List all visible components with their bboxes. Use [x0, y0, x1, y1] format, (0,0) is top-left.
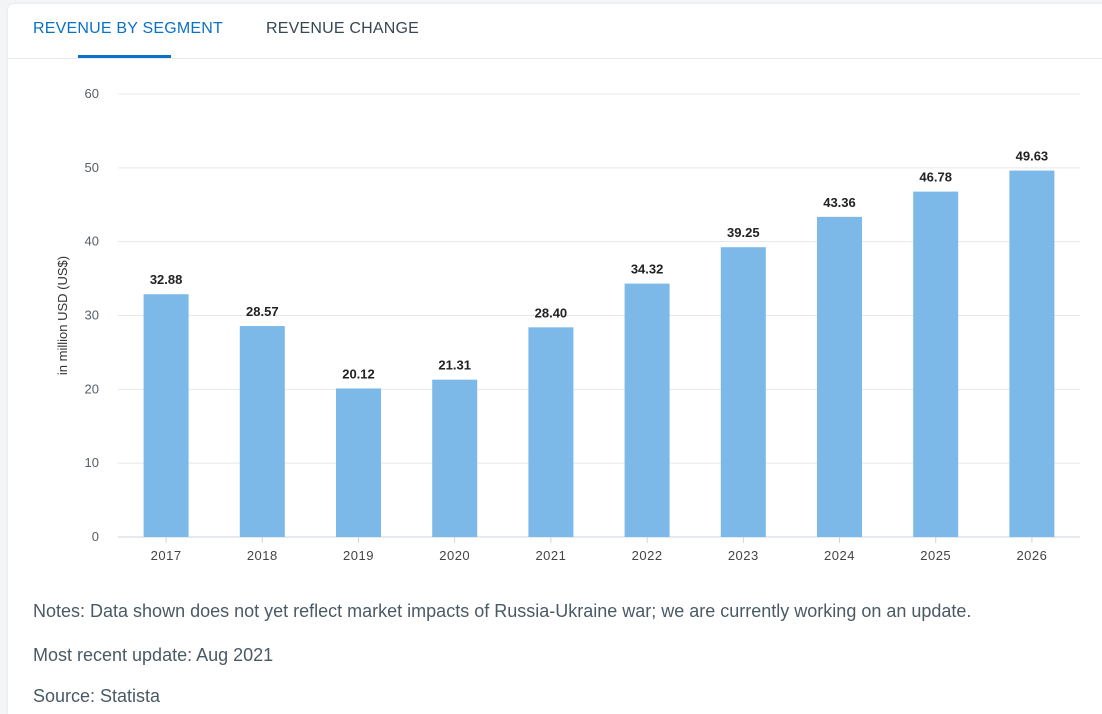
bar-2025[interactable] — [913, 191, 959, 537]
y-tick-label: 50 — [85, 160, 99, 175]
x-tick-label: 2018 — [247, 548, 278, 563]
active-tab-indicator — [78, 55, 171, 58]
x-tick-label: 2023 — [728, 548, 759, 563]
data-label: 20.12 — [342, 366, 375, 381]
x-tick-label: 2017 — [151, 548, 182, 563]
y-tick-label: 40 — [85, 234, 99, 249]
x-tick-label: 2021 — [535, 548, 566, 563]
tab-bar: REVENUE BY SEGMENT REVENUE CHANGE — [8, 4, 1102, 59]
data-label: 32.88 — [150, 272, 183, 287]
tab-revenue-change[interactable]: REVENUE CHANGE — [266, 20, 420, 37]
data-label: 34.32 — [631, 262, 664, 277]
data-label: 43.36 — [823, 195, 856, 210]
x-tick-label: 2019 — [343, 548, 374, 563]
y-axis-title: in million USD (US$) — [55, 256, 70, 375]
chart-panel: REVENUE BY SEGMENT REVENUE CHANGE 0 10 20 3… — [8, 4, 1102, 714]
data-label: 21.31 — [438, 358, 471, 373]
y-tick-label: 30 — [85, 308, 99, 323]
y-tick-label: 10 — [85, 455, 99, 470]
bar-2023[interactable] — [720, 247, 766, 537]
bar-2020[interactable] — [432, 379, 478, 537]
x-tick-label: 2026 — [1016, 548, 1047, 563]
x-tick-label: 2022 — [632, 548, 663, 563]
update-text: Most recent update: Aug 2021 — [33, 645, 274, 665]
bar-chart: 0 10 20 30 40 50 60 in million USD (US$) 32.88 20… — [55, 86, 1080, 563]
notes-text: Notes: Data shown does not yet reflect m… — [33, 601, 972, 621]
y-tick-label: 60 — [85, 86, 99, 101]
bar-2021[interactable] — [528, 327, 574, 537]
bar-2017[interactable] — [143, 294, 189, 537]
y-tick-label: 0 — [92, 529, 99, 544]
data-label: 28.40 — [535, 305, 568, 320]
x-tick-label: 2025 — [920, 548, 951, 563]
bar-2024[interactable] — [817, 216, 862, 537]
tab-revenue-by-segment[interactable]: REVENUE BY SEGMENT — [33, 20, 224, 37]
data-label: 46.78 — [919, 170, 952, 185]
bar-2022[interactable] — [624, 283, 670, 537]
data-label: 39.25 — [727, 225, 760, 240]
data-label: 28.57 — [246, 304, 279, 319]
bar-2018[interactable] — [239, 326, 285, 537]
bar-2019[interactable] — [336, 388, 381, 537]
y-tick-label: 20 — [85, 381, 99, 396]
bar-2026[interactable] — [1009, 170, 1055, 537]
data-label: 49.63 — [1016, 149, 1049, 164]
source-text: Source: Statista — [33, 686, 161, 706]
x-tick-label: 2024 — [824, 548, 855, 563]
x-tick-label: 2020 — [439, 548, 470, 563]
